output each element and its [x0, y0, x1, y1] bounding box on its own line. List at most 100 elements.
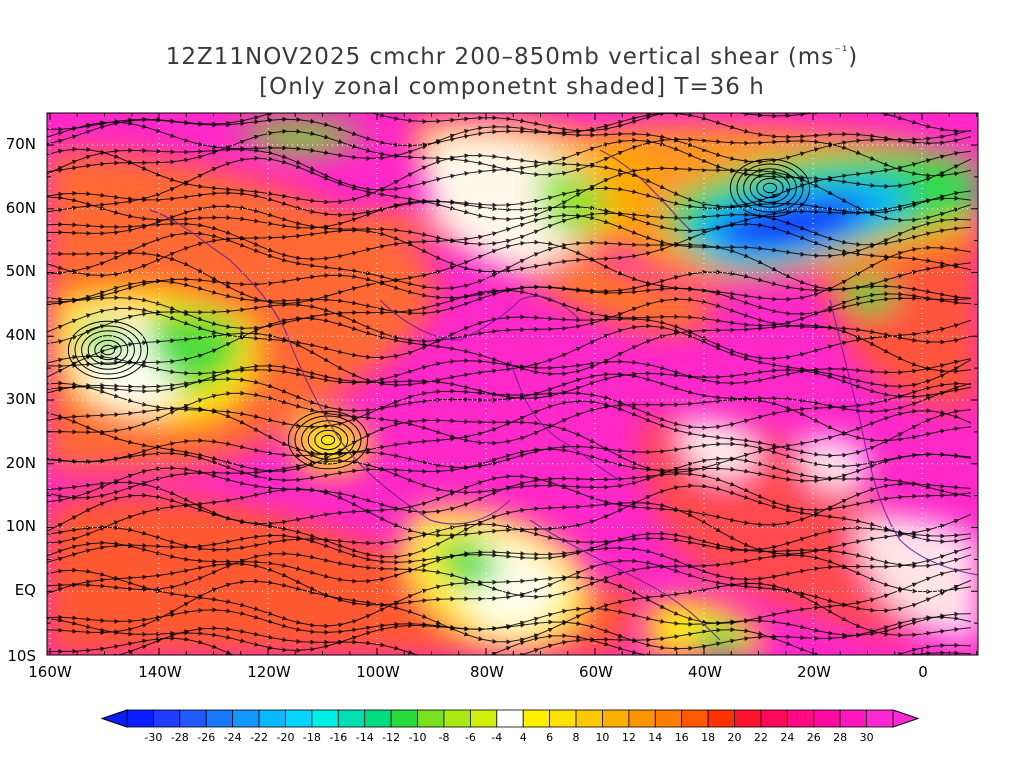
lon-label: 160W — [28, 663, 72, 681]
colorbar-swatch — [522, 709, 551, 728]
colorbar-swatch — [839, 709, 867, 728]
colorbar-label: 4 — [520, 731, 527, 744]
colorbar-swatch — [866, 709, 894, 728]
colorbar-label: 8 — [573, 731, 580, 744]
colorbar-swatch — [311, 709, 339, 728]
colorbar-swatch — [126, 709, 154, 728]
vortex-streamline — [756, 177, 784, 199]
colorbar-swatch — [443, 709, 471, 728]
colorbar-swatch — [786, 709, 815, 728]
colorbar-label: -6 — [465, 731, 476, 744]
vortex-streamline — [74, 325, 142, 375]
colorbar-swatch — [575, 709, 603, 728]
colorbar-swatch — [813, 709, 841, 728]
lon-label: 40W — [688, 663, 722, 681]
lon-label: 80W — [470, 663, 504, 681]
vortex-streamline — [320, 434, 336, 446]
colorbar-label: 6 — [546, 731, 553, 744]
lat-label: 20N — [6, 454, 36, 472]
vortex-streamline — [100, 344, 116, 356]
colorbar-swatch — [681, 709, 709, 728]
colorbar-swatch — [258, 709, 286, 728]
colorbar-swatch — [496, 709, 524, 728]
lon-axis: 160W 140W 120W 100W 80W 60W 40W 20W 0 — [28, 663, 928, 681]
colorbar-label: -16 — [329, 731, 347, 744]
lat-label: 70N — [6, 135, 36, 153]
colorbar-label: -30 — [144, 731, 162, 744]
vortex-streamline — [736, 163, 804, 213]
colorbar-label: 18 — [701, 731, 715, 744]
vortex-streamline — [307, 425, 349, 455]
vortex-streamline — [81, 330, 135, 370]
colorbar-label: 30 — [860, 731, 874, 744]
map-title-line2: [Only zonal componetnt shaded] T=36 h — [259, 74, 765, 100]
colorbar-swatch — [628, 709, 656, 728]
colorbar-swatch — [469, 709, 498, 728]
colorbar-swatch — [337, 709, 366, 728]
vortex-streamline — [287, 410, 369, 470]
lon-label: 20W — [797, 663, 831, 681]
colorbar-label: 12 — [622, 731, 636, 744]
lat-label: 10S — [7, 647, 36, 665]
colorbar-label: -18 — [303, 731, 321, 744]
map-title-line1: 12Z11NOV2025 cmchr 200–850mb vertical sh… — [165, 44, 859, 70]
lat-label: 10N — [6, 517, 36, 535]
colorbar-swatch — [707, 709, 735, 728]
vortex-streamline — [67, 320, 149, 380]
plot-frame — [46, 112, 979, 656]
vortex-streamline — [743, 168, 797, 208]
colorbar-label: -28 — [171, 731, 189, 744]
colorbar-label: 14 — [648, 731, 662, 744]
lon-label: 60W — [579, 663, 613, 681]
vortex-streamline — [729, 158, 811, 218]
colorbar-swatch — [734, 709, 762, 728]
colorbar-max-arrow — [892, 709, 920, 728]
graticule — [47, 113, 978, 655]
axis-ticks — [47, 112, 978, 656]
colorbar-swatch — [232, 709, 260, 728]
colorbar-swatch — [179, 709, 207, 728]
vortex-streamline — [749, 173, 791, 203]
colorbar-swatch — [417, 709, 445, 728]
colorbar-swatch — [205, 709, 234, 728]
colorbar-swatch — [285, 709, 313, 728]
colorbar-label: -4 — [491, 731, 502, 744]
colorbar-label: -8 — [438, 731, 449, 744]
vortex-streamline — [314, 429, 342, 451]
lon-label: 100W — [356, 663, 400, 681]
lon-label: 0 — [918, 663, 928, 681]
colorbar: -30 -28 -26 -24 -22 -20 -18 -16 -14 -12 -10 -8 -6 -4 4… — [100, 709, 920, 744]
streamline-arrows — [47, 113, 972, 655]
lat-label: 30N — [6, 390, 36, 408]
colorbar-label: 22 — [754, 731, 768, 744]
colorbar-label: -14 — [356, 731, 374, 744]
colorbar-label: 16 — [675, 731, 689, 744]
colorbar-label: 26 — [807, 731, 821, 744]
lat-axis: 70N 60N 50N 40N 30N 20N 10N EQ 10S — [6, 135, 36, 665]
lat-label: 60N — [6, 199, 36, 217]
colorbar-swatch — [153, 709, 181, 728]
colorbar-swatch — [549, 709, 577, 728]
colorbar-swatch — [760, 709, 788, 728]
colorbar-min-arrow — [100, 709, 128, 728]
streamline — [47, 633, 972, 655]
coastline-outline — [149, 149, 978, 641]
colorbar-label: -26 — [197, 731, 215, 744]
lon-label: 140W — [138, 663, 182, 681]
lat-label: 40N — [6, 326, 36, 344]
colorbar-label: 28 — [833, 731, 847, 744]
colorbar-swatch — [364, 709, 392, 728]
colorbar-label: -22 — [250, 731, 268, 744]
colorbar-swatch — [602, 709, 630, 728]
lat-label: 50N — [6, 262, 36, 280]
plot-area — [47, 113, 978, 655]
vortex-streamline — [94, 339, 122, 361]
lon-label: 120W — [247, 663, 291, 681]
colorbar-swatch — [390, 709, 418, 728]
colorbar-label: 20 — [728, 731, 742, 744]
colorbar-label: 10 — [595, 731, 609, 744]
vortex-streamline — [87, 335, 129, 365]
colorbar-label: -10 — [409, 731, 427, 744]
colorbar-label: -24 — [224, 731, 242, 744]
